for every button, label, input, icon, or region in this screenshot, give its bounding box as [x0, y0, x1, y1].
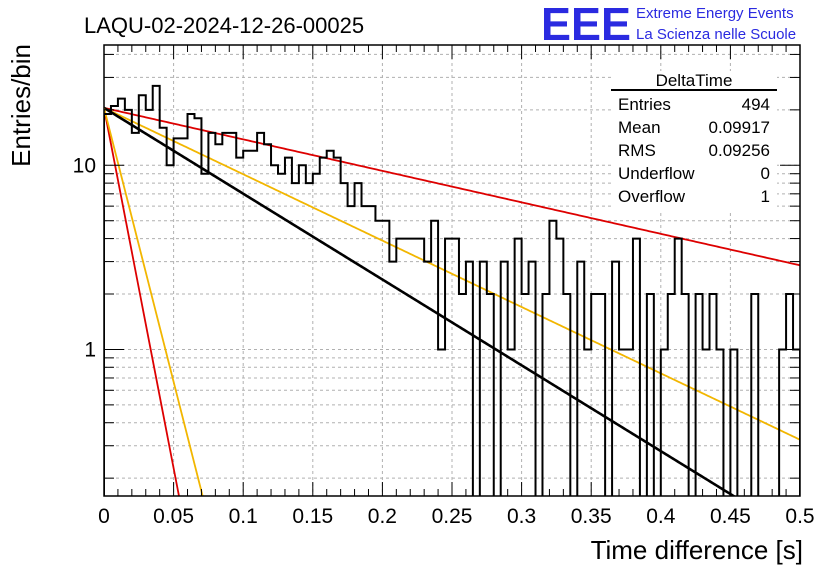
fit-curve: [104, 106, 737, 496]
stats-row-value: 0: [761, 164, 770, 183]
x-tick-label: 0.45: [710, 505, 751, 528]
eee-logo: EEE Extreme Energy Events La Scienza nel…: [541, 0, 796, 50]
stats-box-title: DeltaTime: [656, 71, 733, 90]
fit-curves: [104, 106, 800, 496]
x-tick-label: 0.3: [507, 505, 536, 528]
stats-row-label: Underflow: [618, 164, 695, 183]
histogram-bins: [104, 84, 800, 496]
axis-ticks: [103, 45, 801, 496]
histogram-series: [104, 84, 800, 496]
stats-box: DeltaTime Entries 494 Mean 0.09917 RMS 0.0925…: [611, 71, 777, 212]
x-tick-label: 0.35: [571, 505, 612, 528]
logo-line2: La Scienza nelle Scuole: [636, 26, 796, 43]
plot-frame: [103, 44, 801, 497]
fit-curve: [104, 107, 800, 267]
fit-curve: [104, 107, 180, 496]
y-tick-label: 1: [84, 338, 96, 361]
grid-lines: [104, 45, 800, 496]
y-tick-label: 10: [73, 154, 96, 177]
stats-row-label: Entries: [618, 95, 671, 114]
stats-row-label: Mean: [618, 118, 661, 137]
stats-row-value: 494: [742, 95, 770, 114]
stats-row-value: 1: [761, 187, 770, 206]
x-tick-label: 0.15: [292, 505, 333, 528]
stats-row-value: 0.09917: [709, 118, 770, 137]
x-axis-label: Time difference [s]: [591, 535, 803, 565]
y-axis-label: Entries/bin: [6, 44, 36, 167]
stats-row-value: 0.09256: [709, 141, 770, 160]
x-tick-label: 0.25: [432, 505, 473, 528]
fit-curve: [104, 107, 800, 441]
stats-row-label: RMS: [618, 141, 656, 160]
run-title: LAQU-02-2024-12-26-00025: [84, 13, 364, 38]
stats-row-label: Overflow: [618, 187, 686, 206]
logo-line1: Extreme Energy Events: [636, 5, 794, 22]
x-tick-label: 0.1: [229, 505, 258, 528]
x-tick-label: 0: [98, 505, 110, 528]
x-tick-label: 0.5: [785, 505, 814, 528]
x-tick-label: 0.05: [153, 505, 194, 528]
stats-box-rows: Entries 494 Mean 0.09917 RMS 0.09256 Underflow…: [618, 95, 770, 206]
x-tick-label: 0.4: [646, 505, 676, 528]
x-tick-label: 0.2: [368, 505, 397, 528]
stats-box-background: [611, 71, 777, 212]
logo-letters: EEE: [541, 0, 631, 50]
fit-curve: [104, 107, 204, 496]
